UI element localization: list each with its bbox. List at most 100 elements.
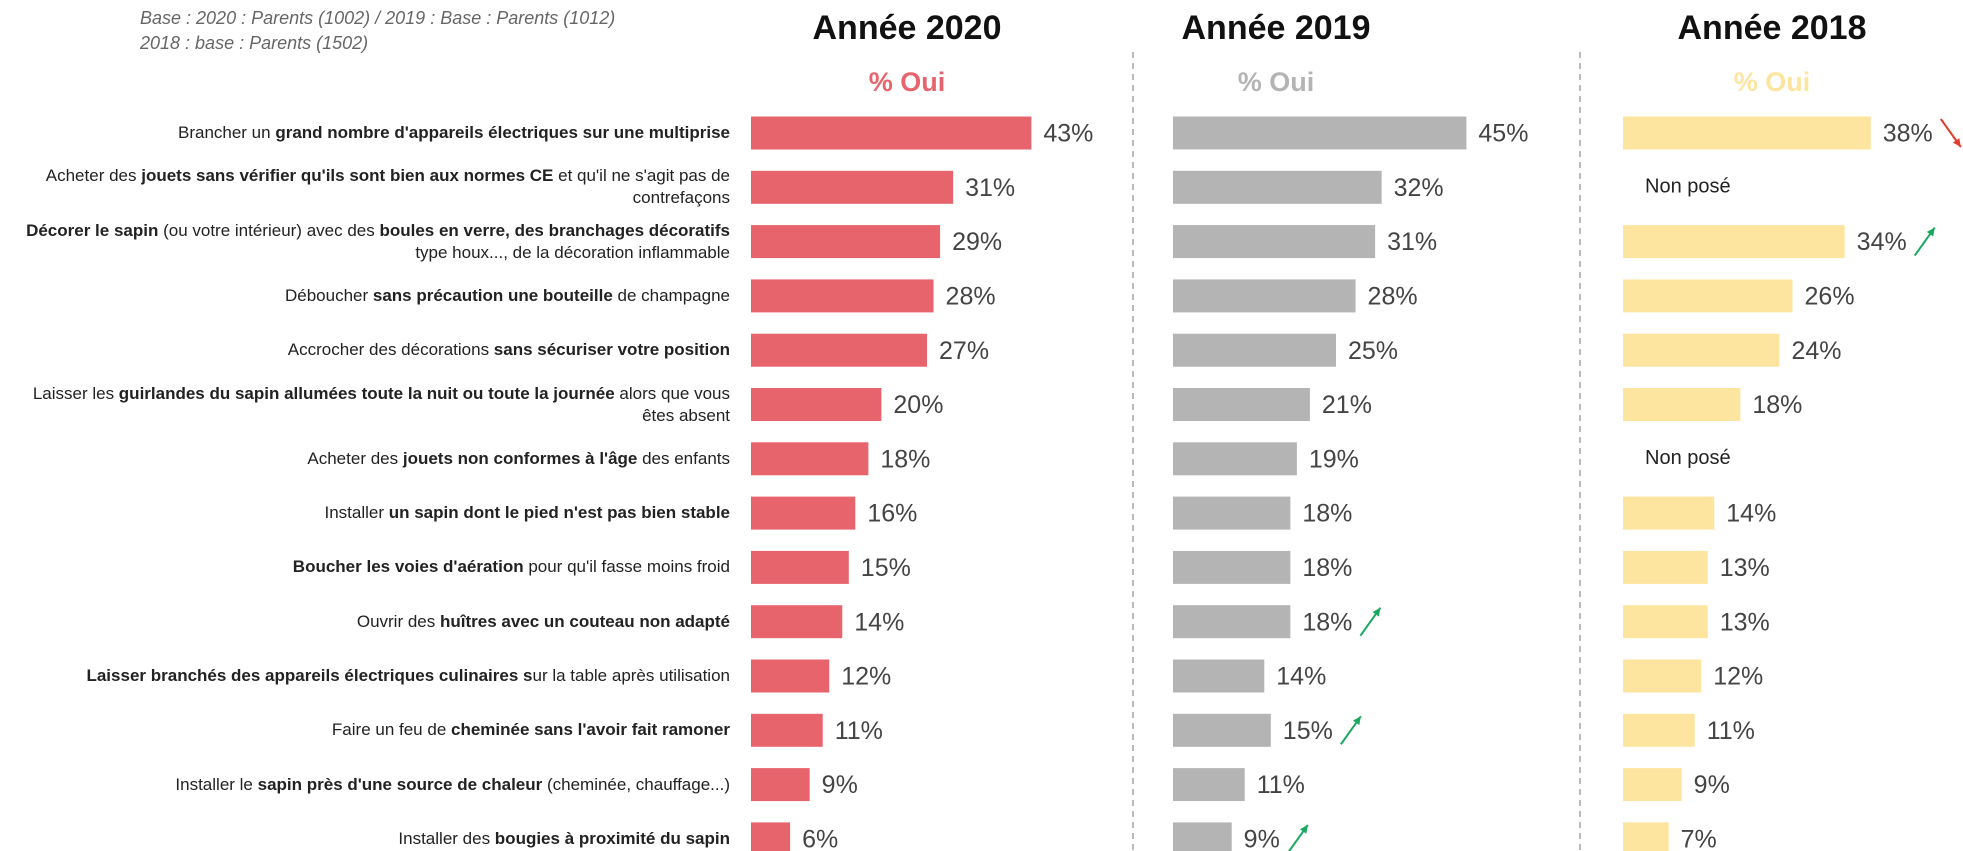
label-part: Installer le <box>175 774 258 794</box>
bar <box>1623 279 1793 313</box>
value-label: 32% <box>1394 174 1444 202</box>
value-label: Non posé <box>1645 176 1731 198</box>
label-part: grand nombre d'appareils électriques sur… <box>275 123 730 142</box>
label-part: Acheter des <box>307 448 403 468</box>
value-label: 18% <box>1302 608 1352 636</box>
label-part: Installer des <box>398 828 495 848</box>
label-part: sapin près d'une source de chaleur <box>257 774 543 794</box>
category-label: Brancher un grand nombre d'appareils éle… <box>4 122 730 144</box>
label-part: alors que vous êtes absent <box>614 383 730 425</box>
bar <box>1623 116 1871 150</box>
bar <box>751 225 941 259</box>
value-label: 28% <box>946 283 996 311</box>
category-label: Acheter des jouets non conformes à l'âge… <box>4 448 730 470</box>
value-label: 31% <box>1387 228 1437 256</box>
bar <box>751 333 928 367</box>
label-part: Brancher un <box>177 123 276 142</box>
bar <box>751 713 823 747</box>
bar <box>1173 225 1376 259</box>
bar <box>1173 170 1382 204</box>
trend-arrow-head <box>1952 138 1961 147</box>
value-label: Non posé <box>1645 447 1731 469</box>
label-part: Acheter des <box>45 166 142 186</box>
bar <box>1623 225 1845 259</box>
value-label: 18% <box>1302 500 1352 528</box>
value-label: 29% <box>952 228 1002 256</box>
note: 2018 : base : Parents (1502) <box>140 33 369 53</box>
label-part: ur la table après utilisation <box>532 666 730 685</box>
value-label: 15% <box>861 554 911 582</box>
bar <box>1173 713 1271 747</box>
category-label: Faire un feu de cheminée sans l'avoir fa… <box>4 719 730 741</box>
trend-arrow-head <box>1372 607 1381 617</box>
category-label: Laisser branchés des appareils électriqu… <box>4 665 730 687</box>
bar <box>1623 659 1702 693</box>
label-part: jouets sans vérifier qu'ils sont bien au… <box>141 166 554 186</box>
bar <box>1173 116 1467 150</box>
value-label: 25% <box>1348 337 1398 365</box>
value-label: 12% <box>1713 663 1763 691</box>
label-part: Ouvrir des <box>356 611 440 631</box>
label-part: des enfants <box>637 448 730 468</box>
value-label: 11% <box>1707 717 1755 745</box>
bar <box>1173 605 1291 639</box>
label-part: Laisser les <box>32 383 119 403</box>
value-label: 9% <box>1244 826 1280 851</box>
label-part: pour qu'il fasse moins froid <box>523 557 730 577</box>
value-label: 11% <box>835 717 883 745</box>
bar <box>751 550 849 584</box>
bar <box>1623 333 1780 367</box>
bar <box>751 605 843 639</box>
bar <box>1173 822 1232 851</box>
category-label: Installer des bougies à proximité du sap… <box>4 828 730 850</box>
label-part: et qu'il ne s'agit pas de contrefaçons <box>553 166 730 208</box>
bar <box>751 170 954 204</box>
value-label: 18% <box>1302 554 1352 582</box>
bar <box>751 822 791 851</box>
panel-title: Année 2019 <box>1182 9 1371 47</box>
label-part: de champagne <box>612 285 730 305</box>
value-label: 24% <box>1791 337 1841 365</box>
category-label: Boucher les voies d'aération pour qu'il … <box>4 556 730 578</box>
value-label: 20% <box>893 391 943 419</box>
bar <box>1173 442 1297 476</box>
trend-arrow-head <box>1299 824 1308 834</box>
value-label: 6% <box>802 826 838 851</box>
bar <box>1173 333 1336 367</box>
value-label: 14% <box>1276 663 1326 691</box>
panel-title: Année 2018 <box>1678 9 1867 47</box>
bar <box>1173 550 1291 584</box>
category-label: Acheter des jouets sans vérifier qu'ils … <box>4 165 730 209</box>
note: Base : 2020 : Parents (1002) / 2019 : Ba… <box>140 8 616 28</box>
label-part: Installer <box>324 503 389 523</box>
bar <box>1173 768 1245 802</box>
value-label: 13% <box>1720 608 1770 636</box>
bar <box>1623 605 1708 639</box>
value-label: 13% <box>1720 554 1770 582</box>
label-part: sans sécuriser votre position <box>493 340 730 360</box>
bar <box>751 388 882 421</box>
value-label: 9% <box>822 771 858 799</box>
value-label: 28% <box>1368 283 1418 311</box>
value-label: 14% <box>854 608 904 636</box>
bar <box>751 496 856 530</box>
category-label: Accrocher des décorations sans sécuriser… <box>4 339 730 361</box>
bar <box>1173 279 1356 313</box>
bar <box>751 659 830 693</box>
value-label: 26% <box>1805 283 1855 311</box>
bar <box>1623 550 1708 584</box>
trend-arrow-head <box>1926 227 1935 237</box>
category-label: Décorer le sapin (ou votre intérieur) av… <box>4 220 730 264</box>
value-label: 18% <box>1752 391 1802 419</box>
category-label: Laisser les guirlandes du sapin allumées… <box>4 383 730 427</box>
label-part: Boucher les voies d'aération <box>292 557 524 577</box>
category-label: Ouvrir des huîtres avec un couteau non a… <box>4 611 730 633</box>
value-label: 31% <box>965 174 1015 202</box>
bar <box>1173 659 1265 693</box>
label-part: cheminée sans l'avoir fait ramoner <box>451 720 730 740</box>
bar <box>1623 822 1669 851</box>
label-part: Déboucher <box>284 285 373 305</box>
panel-subtitle: % Oui <box>1734 67 1811 97</box>
